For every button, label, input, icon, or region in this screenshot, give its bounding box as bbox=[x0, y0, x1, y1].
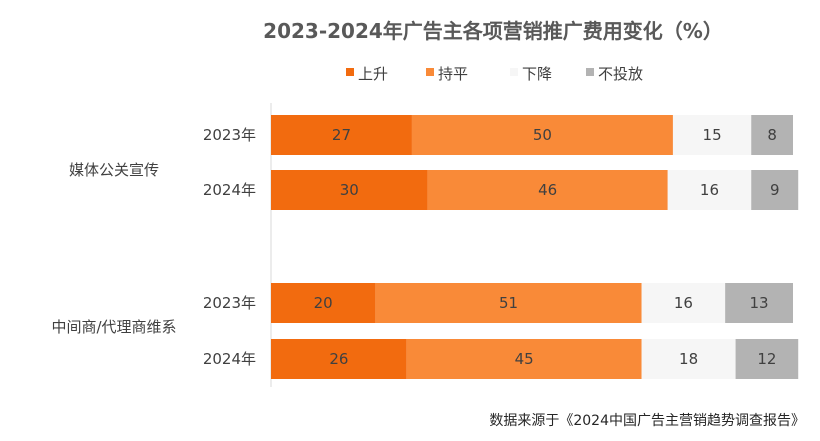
bars bbox=[271, 115, 799, 379]
data-label-r1-s2: 16 bbox=[700, 181, 719, 199]
bar-segment-r3-s0 bbox=[271, 339, 407, 379]
legend-label-2: 下降 bbox=[522, 65, 552, 83]
data-label-r2-s3: 13 bbox=[750, 294, 769, 312]
legend-swatch-3 bbox=[586, 68, 594, 76]
category-tick-1: 2024年 bbox=[203, 181, 256, 199]
legend-label-1: 持平 bbox=[438, 65, 468, 83]
data-label-r0-s3: 8 bbox=[767, 126, 777, 144]
legend-swatch-1 bbox=[426, 68, 434, 76]
data-label-r0-s2: 15 bbox=[703, 126, 722, 144]
data-label-r3-s1: 45 bbox=[515, 350, 534, 368]
category-tick-0: 2023年 bbox=[203, 126, 256, 144]
category-tick-3: 2024年 bbox=[203, 350, 256, 368]
legend-swatch-0 bbox=[346, 68, 354, 76]
bar-segment-r1-s2 bbox=[667, 170, 752, 210]
data-label-r1-s0: 30 bbox=[340, 181, 359, 199]
bar-segment-r1-s0 bbox=[271, 170, 428, 210]
data-label-r2-s1: 51 bbox=[499, 294, 518, 312]
data-label-r0-s1: 50 bbox=[533, 126, 552, 144]
category-tick-2: 2023年 bbox=[203, 294, 256, 312]
chart-title: 2023-2024年广告主各项营销推广费用变化（%） bbox=[263, 19, 723, 43]
data-label-r2-s0: 20 bbox=[314, 294, 333, 312]
bar-segment-r2-s0 bbox=[271, 283, 376, 323]
bar-segment-r2-s2 bbox=[641, 283, 726, 323]
bar-segment-r0-s3 bbox=[751, 115, 793, 155]
bar-segment-r3-s3 bbox=[735, 339, 799, 379]
bar-segment-r1-s1 bbox=[427, 170, 668, 210]
source-note: 数据来源于《2024中国广告主营销趋势调查报告》 bbox=[489, 413, 805, 429]
data-label-r3-s0: 26 bbox=[329, 350, 348, 368]
bar-segment-r0-s0 bbox=[271, 115, 412, 155]
legend-label-3: 不投放 bbox=[598, 65, 643, 83]
bar-segment-r3-s2 bbox=[641, 339, 736, 379]
bar-segment-r0-s1 bbox=[411, 115, 673, 155]
data-label-r3-s2: 18 bbox=[679, 350, 698, 368]
data-label-r3-s3: 12 bbox=[757, 350, 776, 368]
bar-segment-r1-s3 bbox=[751, 170, 799, 210]
group-label-0: 媒体公关宣传 bbox=[69, 161, 159, 179]
bar-segment-r2-s3 bbox=[725, 283, 793, 323]
category-ticks: 2023年 2024年 2023年 2024年 bbox=[203, 126, 256, 368]
bar-segment-r2-s1 bbox=[375, 283, 642, 323]
data-label-r1-s3: 9 bbox=[770, 181, 780, 199]
data-label-r1-s1: 46 bbox=[538, 181, 557, 199]
legend-swatch-2 bbox=[510, 68, 518, 76]
data-labels: 27 50 15 8 30 46 16 9 20 51 16 13 26 45 18 12 bbox=[314, 126, 780, 368]
bar-segment-r0-s2 bbox=[672, 115, 752, 155]
bar-segment-r3-s1 bbox=[406, 339, 642, 379]
data-label-r2-s2: 16 bbox=[674, 294, 693, 312]
group-label-1: 中间商/代理商维系 bbox=[51, 318, 176, 336]
data-label-r0-s0: 27 bbox=[332, 126, 351, 144]
legend-label-0: 上升 bbox=[358, 65, 388, 83]
legend: 上升 持平 下降 不投放 bbox=[346, 65, 643, 83]
